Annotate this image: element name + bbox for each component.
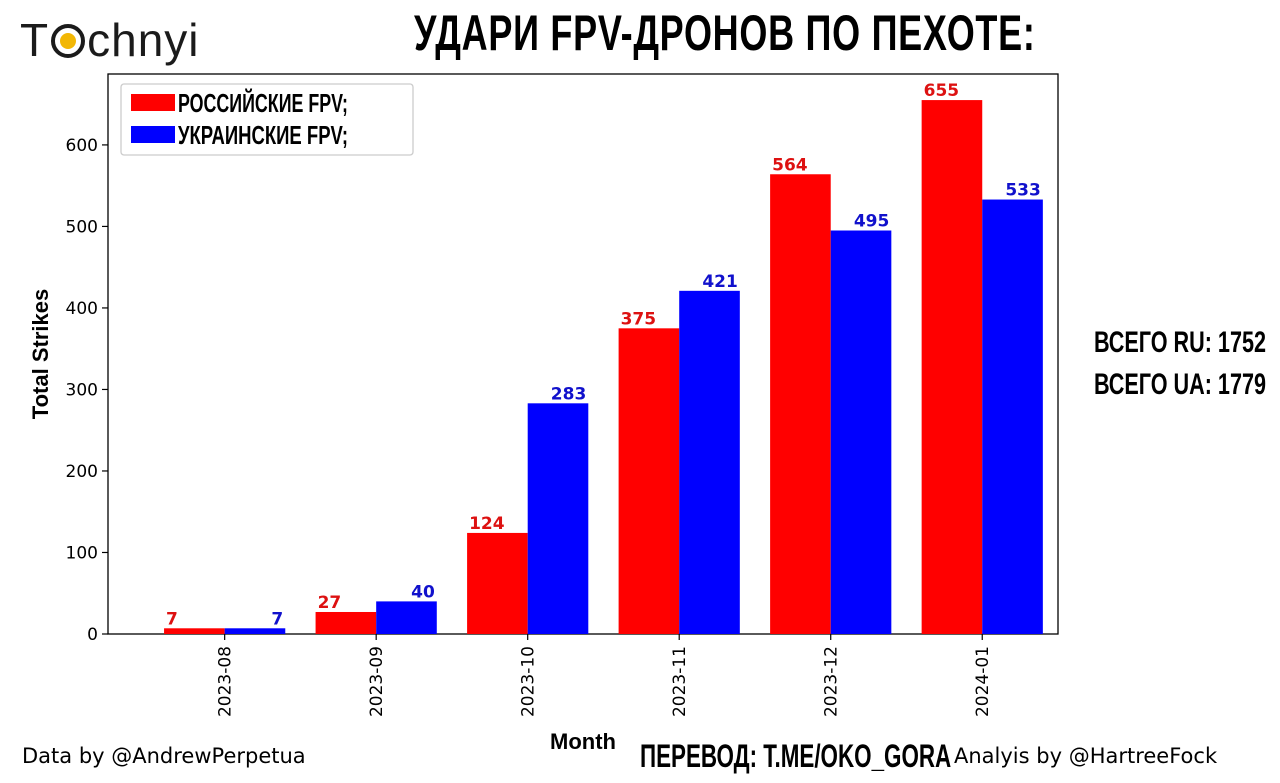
legend: РОССИЙСКИЕ FPV; УКРАИНСКИЕ FPV; — [120, 83, 414, 156]
value-label-ukrainian-2023-12: 495 — [854, 212, 890, 232]
y-axis-label: Total Strikes — [28, 289, 53, 419]
bar-russian-2023-08 — [164, 628, 225, 634]
value-label-ukrainian-2023-11: 421 — [702, 272, 738, 292]
x-tick-label: 2023-09 — [367, 646, 387, 717]
value-label-russian-2023-10: 124 — [469, 514, 505, 534]
data-credit: Data by @AndrewPerpetua — [22, 744, 306, 768]
bar-russian-2023-12 — [770, 174, 831, 634]
total-ua: ВСЕГО UA: 1779 — [1094, 368, 1266, 401]
bar-ukrainian-2023-12 — [830, 230, 892, 635]
bar-ukrainian-2024-01 — [982, 199, 1043, 634]
x-tick-label: 2023-11 — [670, 646, 690, 717]
bar-ukrainian-2023-09 — [376, 601, 437, 634]
y-tick-label: 500 — [66, 217, 98, 237]
bar-russian-2024-01 — [921, 100, 983, 635]
x-axis-label: Month — [550, 729, 616, 754]
legend-label-russian: РОССИЙСКИЕ FPV; — [178, 88, 348, 118]
y-tick-label: 0 — [87, 625, 98, 645]
y-tick-label: 600 — [66, 136, 98, 156]
logo-target-icon — [51, 24, 86, 58]
value-label-ukrainian-2023-10: 283 — [551, 384, 587, 404]
value-label-russian-2023-11: 375 — [621, 309, 657, 329]
value-label-ukrainian-2024-01: 533 — [1005, 181, 1041, 201]
bar-ukrainian-2023-11 — [679, 290, 740, 634]
legend-box — [120, 83, 414, 156]
bar-ukrainian-2023-08 — [224, 628, 286, 634]
value-label-russian-2023-09: 27 — [318, 593, 342, 613]
y-tick-label: 400 — [66, 299, 98, 319]
bar-russian-2023-11 — [618, 328, 680, 634]
value-label-russian-2023-08: 7 — [166, 609, 178, 629]
value-label-ukrainian-2023-09: 40 — [411, 582, 435, 602]
bar-russian-2023-09 — [315, 611, 377, 634]
legend-label-ukrainian: УКРАИНСКИЕ FPV; — [178, 120, 348, 150]
translation-credit: ПЕРЕВОД: T.ME/OKO_GORA — [640, 738, 952, 774]
bar-ukrainian-2023-10 — [527, 403, 589, 634]
legend-swatch-ukrainian — [131, 126, 175, 143]
x-tick-label: 2023-12 — [822, 646, 842, 717]
x-tick-label: 2024-01 — [973, 646, 993, 717]
y-tick-label: 200 — [66, 462, 98, 482]
value-label-russian-2023-12: 564 — [772, 155, 808, 175]
bar-russian-2023-10 — [467, 532, 528, 634]
legend-swatch-russian — [131, 94, 175, 111]
x-tick-label: 2023-10 — [519, 646, 539, 717]
totals-panel: ВСЕГО RU: 1752 ВСЕГО UA: 1779 — [1094, 322, 1266, 406]
x-tick-label: 2023-08 — [216, 646, 236, 717]
y-tick-label: 300 — [66, 380, 98, 400]
total-ru: ВСЕГО RU: 1752 — [1094, 326, 1266, 359]
value-label-russian-2024-01: 655 — [924, 81, 960, 101]
value-label-ukrainian-2023-08: 7 — [271, 609, 283, 629]
analysis-credit: Analyis by @HartreeFock — [954, 744, 1218, 768]
y-tick-label: 100 — [66, 543, 98, 563]
